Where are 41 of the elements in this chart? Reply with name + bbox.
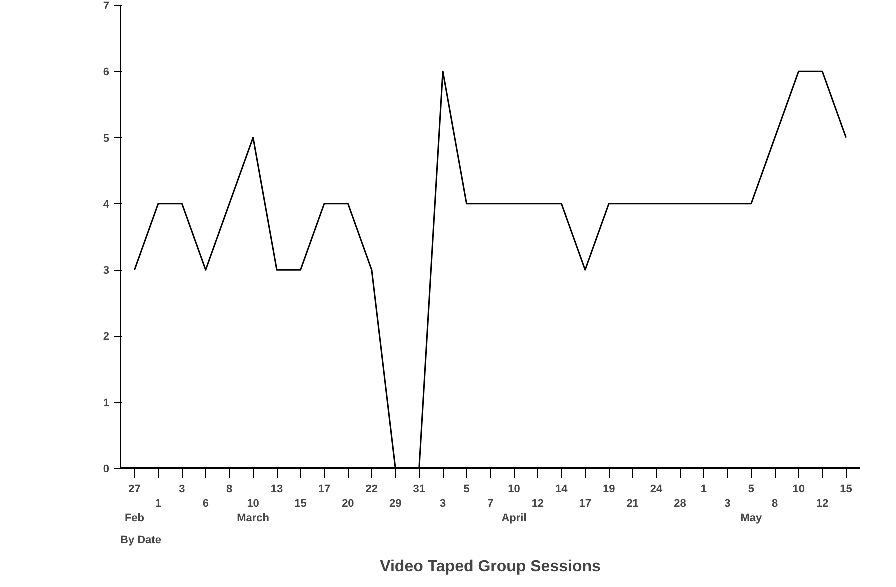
- y-tick-label: 2: [103, 331, 110, 344]
- x-tick-label: 13: [270, 484, 284, 496]
- x-tick-label: 17: [579, 498, 592, 510]
- category-label: 5 May: [740, 484, 762, 524]
- x-tick-label: 21: [626, 498, 639, 510]
- x-tick-label: 15: [294, 498, 307, 510]
- x-tick-label: 3: [179, 484, 186, 496]
- x-tick-label: 1: [700, 484, 708, 496]
- x-tick-label: 19: [602, 484, 616, 496]
- y-tick-label: 6: [103, 66, 110, 79]
- x-tick-label: 3: [724, 498, 731, 510]
- x-tick-label: 29: [390, 498, 402, 510]
- x-tick-label: 3: [440, 498, 446, 510]
- text: Video Taped Group Sessions: [380, 558, 601, 576]
- x-tick-label: 24: [650, 484, 664, 496]
- x-tick-label: 12: [532, 498, 544, 510]
- x-tick-label: 31: [413, 484, 426, 496]
- x-tick-label: 15: [840, 484, 852, 496]
- x-tick-label: 12: [816, 498, 829, 510]
- y-tick-label: 1: [103, 397, 110, 410]
- x-tick-label: 8: [226, 484, 233, 496]
- x-tick-label: 10: [792, 484, 805, 496]
- y-tick-label: 5: [103, 132, 110, 145]
- x-tick-label: 1: [155, 498, 162, 510]
- x-tick-label: 22: [366, 484, 378, 496]
- x-tick-label: 5: [464, 484, 470, 496]
- x-tick-label: 7: [487, 498, 494, 510]
- x-tick-label: 6: [202, 498, 209, 510]
- category-label: 10 April: [502, 484, 527, 524]
- y-tick-label: 4: [103, 198, 110, 211]
- x-tick-label: 20: [342, 498, 354, 510]
- x-axis-title: By Date: [120, 534, 162, 546]
- category-label: 27 Feb: [124, 484, 145, 524]
- x-tick-label: 17: [318, 484, 331, 496]
- x-tick-label: 14: [556, 484, 569, 496]
- x-tick-label: 28: [674, 498, 686, 510]
- x-tick-label: 8: [772, 498, 778, 510]
- x-tick-label: 10 March: [237, 498, 270, 524]
- y-tick-label: 0: [103, 464, 110, 476]
- y-tick-label: 3: [103, 265, 110, 278]
- y-tick-label: 7: [103, 0, 110, 12]
